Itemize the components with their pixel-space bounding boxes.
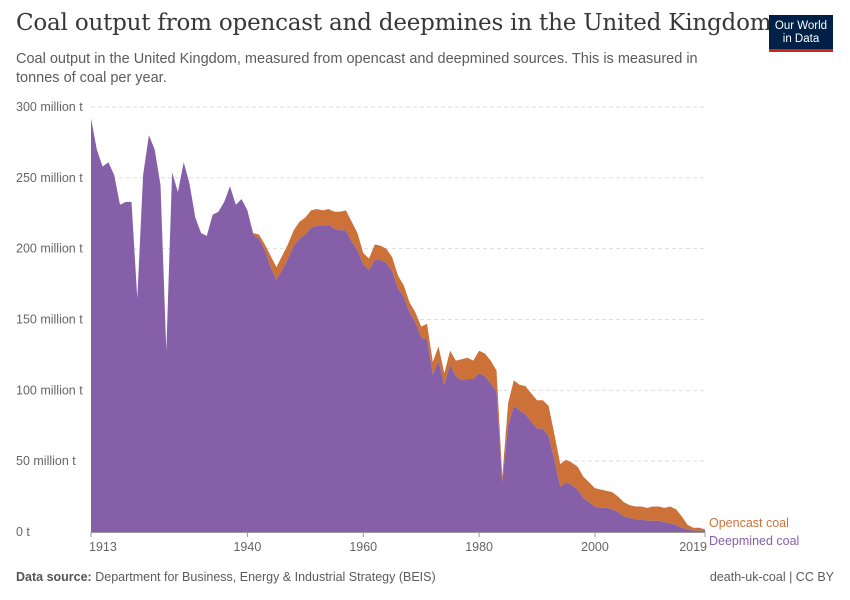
- x-tick-label: 2019: [679, 540, 707, 554]
- chart-title: Coal output from opencast and deepmines …: [16, 10, 772, 36]
- y-tick-label: 300 million t: [16, 100, 83, 114]
- deepmined-coal-area: [91, 118, 705, 533]
- chart-slug-license[interactable]: death-uk-coal | CC BY: [709, 570, 834, 584]
- legend: Opencast coal Deepmined coal: [709, 516, 799, 548]
- x-tick-label: 1960: [349, 540, 377, 554]
- y-tick-label: 100 million t: [16, 383, 83, 397]
- logo-line-2: in Data: [782, 33, 820, 45]
- data-source-text[interactable]: Department for Business, Energy & Indust…: [95, 570, 436, 584]
- opencast-coal-area: [91, 118, 705, 531]
- x-tick-label: 1980: [465, 540, 493, 554]
- grid-lines: [91, 106, 705, 462]
- y-tick-label: 0 t: [16, 525, 30, 539]
- y-tick-label: 250 million t: [16, 171, 83, 185]
- y-tick-label: 150 million t: [16, 313, 83, 327]
- chart-subtitle: Coal output in the United Kingdom, measu…: [16, 51, 698, 86]
- x-tick-label: 2000: [581, 540, 609, 554]
- data-source: Data source: Department for Business, En…: [16, 570, 436, 584]
- owid-logo[interactable]: Our World in Data: [769, 15, 833, 52]
- y-tick-label: 50 million t: [16, 454, 76, 468]
- data-source-label: Data source:: [16, 570, 92, 584]
- x-tick-label: 1940: [233, 540, 261, 554]
- stacked-areas: [91, 118, 705, 533]
- x-tick-label: 1913: [89, 540, 117, 554]
- axes: 0 t 50 million t 100 million t 150 million …: [16, 100, 707, 554]
- logo-line-1: Our World: [774, 20, 828, 32]
- legend-deepmined-coal: Deepmined coal: [709, 534, 799, 548]
- y-tick-label: 200 million t: [16, 242, 83, 256]
- legend-opencast-coal: Opencast coal: [709, 516, 789, 530]
